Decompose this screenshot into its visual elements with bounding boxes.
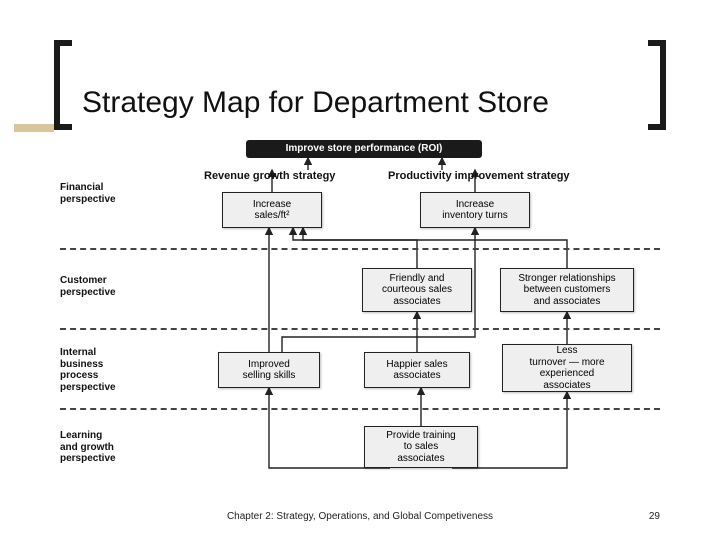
- bracket-right: [648, 40, 666, 130]
- divider-1: [60, 328, 660, 330]
- perspective-label-learning: Learningand growthperspective: [60, 430, 140, 465]
- node-training: Provide trainingto salesassociates: [364, 426, 478, 468]
- perspective-label-internal: Internalbusinessprocessperspective: [60, 347, 140, 393]
- strategy-label-rev: Revenue growth strategy: [204, 170, 335, 182]
- node-friendly: Friendly andcourteous salesassociates: [362, 268, 472, 312]
- node-skills: Improvedselling skills: [218, 352, 320, 388]
- perspective-label-customer: Customerperspective: [60, 275, 140, 298]
- bracket-left: [54, 40, 72, 130]
- perspective-label-financial: Financialperspective: [60, 182, 140, 205]
- strategy-label-prod: Productivity improvement strategy: [388, 170, 570, 182]
- divider-0: [60, 248, 660, 250]
- node-sales: Increasesales/ft²: [222, 192, 322, 228]
- node-stronger: Stronger relationshipsbetween customersa…: [500, 268, 634, 312]
- node-turnover: Lessturnover — moreexperiencedassociates: [502, 344, 632, 392]
- node-inv: Increaseinventory turns: [420, 192, 530, 228]
- node-happy: Happier salesassociates: [364, 352, 470, 388]
- page-title: Strategy Map for Department Store: [82, 86, 549, 120]
- accent-bar: [14, 124, 54, 132]
- divider-2: [60, 408, 660, 410]
- strategy-map-diagram: Financialperspective Customerperspective I…: [60, 140, 660, 480]
- node-top: Improve store performance (ROI): [246, 140, 482, 158]
- footer-page: 29: [649, 511, 660, 522]
- footer-chapter: Chapter 2: Strategy, Operations, and Glo…: [0, 511, 720, 522]
